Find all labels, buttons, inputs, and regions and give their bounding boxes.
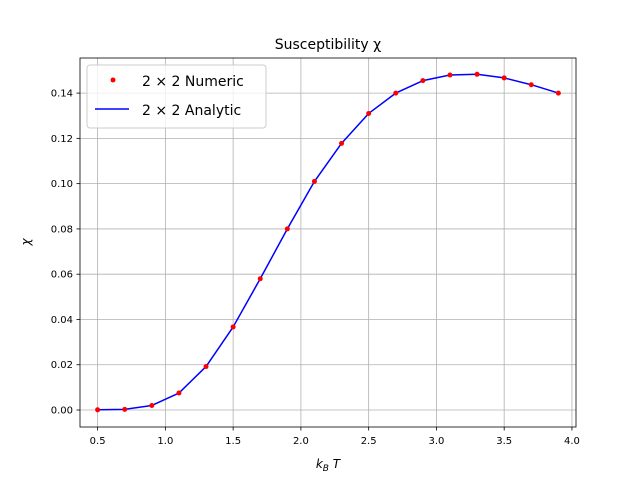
y-axis-label: χ bbox=[19, 238, 33, 247]
x-tick-label: 2.5 bbox=[361, 436, 377, 447]
x-tick-label: 1.5 bbox=[225, 436, 241, 447]
x-axis-label: kB T bbox=[316, 457, 342, 474]
y-tick-label: 0.14 bbox=[51, 89, 73, 100]
x-tick-label: 4.0 bbox=[564, 436, 580, 447]
x-tick-label: 3.5 bbox=[496, 436, 512, 447]
plot-frame bbox=[79, 57, 577, 428]
numeric-data-point bbox=[366, 110, 372, 116]
axis-ticks: 0.5 1.0 1.5 2.0 2.5 3.0 3.5 4.0 0.00 0.02 0.04 0.06… bbox=[51, 89, 580, 447]
numeric-data-point bbox=[501, 75, 507, 81]
x-tick-label: 3.0 bbox=[428, 436, 444, 447]
legend-marker-numeric bbox=[110, 77, 116, 83]
y-tick-label: 0.10 bbox=[51, 179, 73, 190]
numeric-data-point bbox=[203, 364, 209, 370]
legend-label-analytic: 2 × 2 Analytic bbox=[142, 103, 241, 119]
legend-box bbox=[86, 64, 267, 129]
numeric-data-point bbox=[95, 407, 101, 413]
numeric-data-point bbox=[420, 78, 426, 84]
plot-data bbox=[95, 71, 561, 413]
numeric-data-point bbox=[122, 406, 128, 412]
y-tick-label: 0.00 bbox=[51, 406, 73, 417]
legend-label-numeric: 2 × 2 Numeric bbox=[142, 74, 244, 90]
numeric-data-point bbox=[393, 90, 399, 96]
y-tick-label: 0.08 bbox=[51, 224, 73, 235]
analytic-series-line bbox=[97, 73, 559, 411]
numeric-data-point bbox=[555, 90, 561, 96]
x-tick-label: 2.0 bbox=[293, 436, 309, 447]
y-tick-label: 0.04 bbox=[51, 315, 73, 326]
y-tick-label: 0.02 bbox=[51, 360, 73, 371]
y-tick-label: 0.06 bbox=[51, 270, 73, 281]
legend: 2 × 2 Numeric 2 × 2 Analytic bbox=[86, 64, 267, 129]
numeric-data-point bbox=[474, 71, 480, 77]
numeric-data-point bbox=[447, 72, 453, 78]
numeric-data-point bbox=[257, 276, 263, 282]
numeric-data-point bbox=[311, 178, 317, 184]
numeric-data-point bbox=[176, 390, 182, 396]
x-tick-label: 0.5 bbox=[90, 436, 106, 447]
numeric-data-point bbox=[528, 82, 534, 88]
numeric-data-point bbox=[284, 226, 290, 232]
numeric-data-point bbox=[339, 140, 345, 146]
numeric-data-point bbox=[149, 402, 155, 408]
chart-title: Susceptibility χ bbox=[275, 37, 382, 53]
x-tick-label: 1.0 bbox=[157, 436, 173, 447]
numeric-data-point bbox=[230, 324, 236, 330]
y-tick-label: 0.12 bbox=[51, 134, 73, 145]
